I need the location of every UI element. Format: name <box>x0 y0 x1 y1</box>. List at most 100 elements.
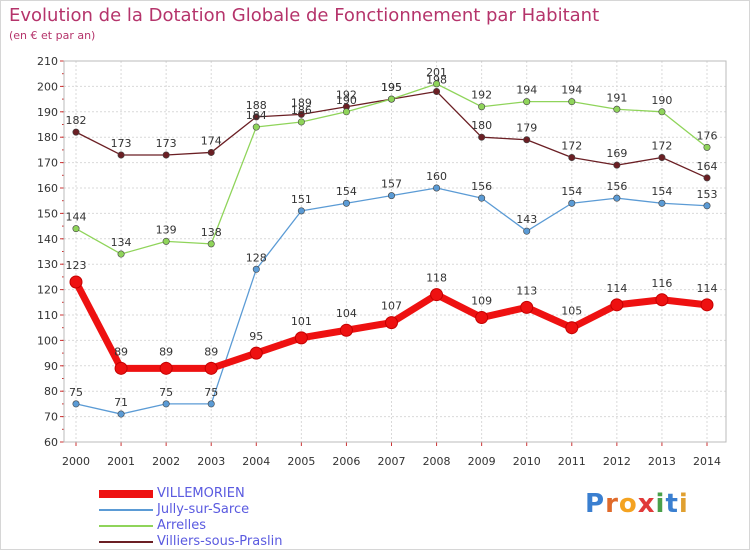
data-label: 154 <box>651 185 672 198</box>
data-label: 156 <box>471 180 492 193</box>
data-point <box>610 298 624 312</box>
data-point <box>252 265 260 273</box>
data-label: 71 <box>114 396 128 409</box>
plot-border <box>63 60 727 443</box>
data-label: 113 <box>516 284 537 297</box>
data-point <box>658 108 666 116</box>
data-point <box>252 123 260 131</box>
data-label: 104 <box>336 307 357 320</box>
x-tick-label: 2013 <box>648 455 676 468</box>
data-label: 151 <box>291 193 312 206</box>
y-tick-label: 130 <box>37 258 58 271</box>
data-point <box>117 250 125 258</box>
data-point <box>162 151 170 159</box>
data-point <box>207 240 215 248</box>
data-label: 172 <box>561 140 582 153</box>
data-point <box>523 227 531 235</box>
x-tick-label: 2000 <box>62 455 90 468</box>
y-tick-label: 90 <box>44 360 58 373</box>
data-point <box>117 151 125 159</box>
y-tick-label: 140 <box>37 233 58 246</box>
legend-swatch <box>99 509 153 511</box>
data-label: 182 <box>66 114 87 127</box>
legend-item: Arrelles <box>99 518 359 534</box>
data-label: 156 <box>606 180 627 193</box>
data-label: 186 <box>291 104 312 117</box>
y-tick-label: 70 <box>44 411 58 424</box>
data-label: 189 <box>291 96 312 109</box>
data-point <box>342 108 350 116</box>
data-point <box>387 95 395 103</box>
data-label: 192 <box>471 89 492 102</box>
data-point <box>478 103 486 111</box>
data-label: 144 <box>66 211 87 224</box>
data-label: 190 <box>651 94 672 107</box>
x-tick-label: 2011 <box>558 455 586 468</box>
data-label: 173 <box>156 137 177 150</box>
data-point <box>297 110 305 118</box>
x-tick-label: 2007 <box>378 455 406 468</box>
data-label: 89 <box>114 345 128 358</box>
data-point <box>613 105 621 113</box>
legend-label: VILLEMORIEN <box>157 486 245 501</box>
x-tick-label: 2003 <box>197 455 225 468</box>
data-label: 188 <box>246 99 267 112</box>
data-label: 101 <box>291 315 312 328</box>
data-label: 154 <box>561 185 582 198</box>
y-tick-label: 180 <box>37 131 58 144</box>
data-point <box>658 199 666 207</box>
data-point <box>568 154 576 162</box>
y-tick-label: 150 <box>37 207 58 220</box>
logo-letter: r <box>605 489 619 519</box>
chart-title: Evolution de la Dotation Globale de Fonc… <box>9 5 600 26</box>
data-label: 109 <box>471 295 492 308</box>
data-label: 75 <box>159 386 173 399</box>
data-point <box>294 331 308 345</box>
data-label: 198 <box>426 73 447 86</box>
x-tick-label: 2008 <box>423 455 451 468</box>
data-point <box>703 143 711 151</box>
data-point <box>204 361 218 375</box>
plot-area <box>64 61 726 442</box>
legend-item: Jully-sur-Sarce <box>99 502 359 518</box>
data-point <box>297 207 305 215</box>
data-point <box>207 400 215 408</box>
data-label: 153 <box>697 188 718 201</box>
data-point <box>703 202 711 210</box>
data-label: 139 <box>156 223 177 236</box>
data-label: 114 <box>697 282 718 295</box>
data-point <box>72 128 80 136</box>
data-label: 180 <box>471 119 492 132</box>
logo-letter: i <box>655 489 666 519</box>
data-point <box>159 361 173 375</box>
x-tick-label: 2002 <box>152 455 180 468</box>
data-label: 195 <box>381 81 402 94</box>
data-point <box>658 154 666 162</box>
y-tick-label: 60 <box>44 436 58 449</box>
legend-swatch <box>99 541 153 543</box>
data-label: 164 <box>697 160 718 173</box>
data-point <box>433 184 441 192</box>
data-label: 172 <box>651 140 672 153</box>
data-label: 105 <box>561 305 582 318</box>
data-label: 75 <box>204 386 218 399</box>
logo-letter: i <box>678 489 689 519</box>
y-tick-label: 170 <box>37 157 58 170</box>
data-point <box>520 300 534 314</box>
y-tick-label: 210 <box>37 55 58 68</box>
x-tick-label: 2001 <box>107 455 135 468</box>
logo-letter: P <box>585 489 606 519</box>
data-label: 118 <box>426 272 447 285</box>
data-label: 143 <box>516 213 537 226</box>
y-tick-label: 190 <box>37 106 58 119</box>
data-label: 194 <box>561 84 582 97</box>
data-point <box>249 346 263 360</box>
data-label: 169 <box>606 147 627 160</box>
data-point <box>207 148 215 156</box>
data-point <box>433 80 441 88</box>
data-point <box>114 361 128 375</box>
data-label: 154 <box>336 185 357 198</box>
legend-label: Arrelles <box>157 518 207 533</box>
data-point <box>387 192 395 200</box>
